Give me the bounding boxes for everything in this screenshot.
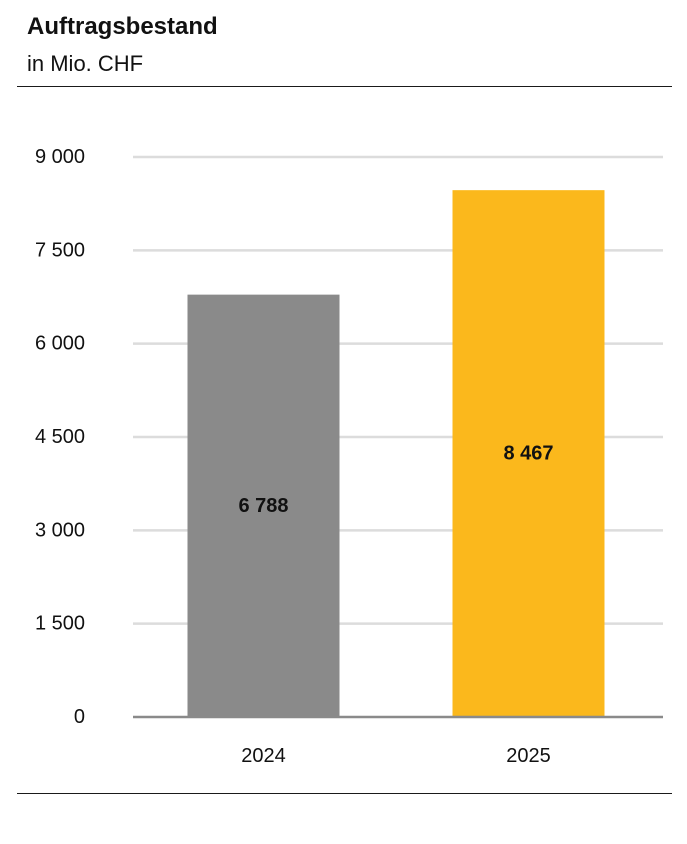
- top-divider: [17, 86, 672, 87]
- bar-value-label: 8 467: [503, 443, 553, 465]
- x-tick-label: 2024: [241, 745, 286, 767]
- y-tick-label: 9 000: [35, 146, 85, 168]
- x-axis-tick-labels: 2024 2025: [241, 745, 551, 767]
- bars: [187, 190, 605, 718]
- bar-value-labels: 6 788 8 467: [238, 443, 553, 517]
- y-tick-label: 6 000: [35, 333, 85, 355]
- chart-title: Auftragsbestand: [27, 13, 218, 40]
- bottom-divider: [17, 793, 672, 794]
- chart-subtitle: in Mio. CHF: [27, 51, 144, 76]
- y-tick-label: 4 500: [35, 426, 85, 448]
- y-tick-label: 1 500: [35, 613, 85, 635]
- bar-value-label: 6 788: [238, 495, 288, 517]
- y-tick-label: 0: [74, 706, 85, 728]
- y-axis-tick-labels: 0 1 500 3 000 4 500 6 000 7 500 9 000: [35, 146, 85, 728]
- bar-2025: [452, 190, 605, 718]
- y-tick-label: 3 000: [35, 519, 85, 541]
- bar-2024: [187, 294, 340, 717]
- x-tick-label: 2025: [506, 745, 551, 767]
- y-tick-label: 7 500: [35, 239, 85, 261]
